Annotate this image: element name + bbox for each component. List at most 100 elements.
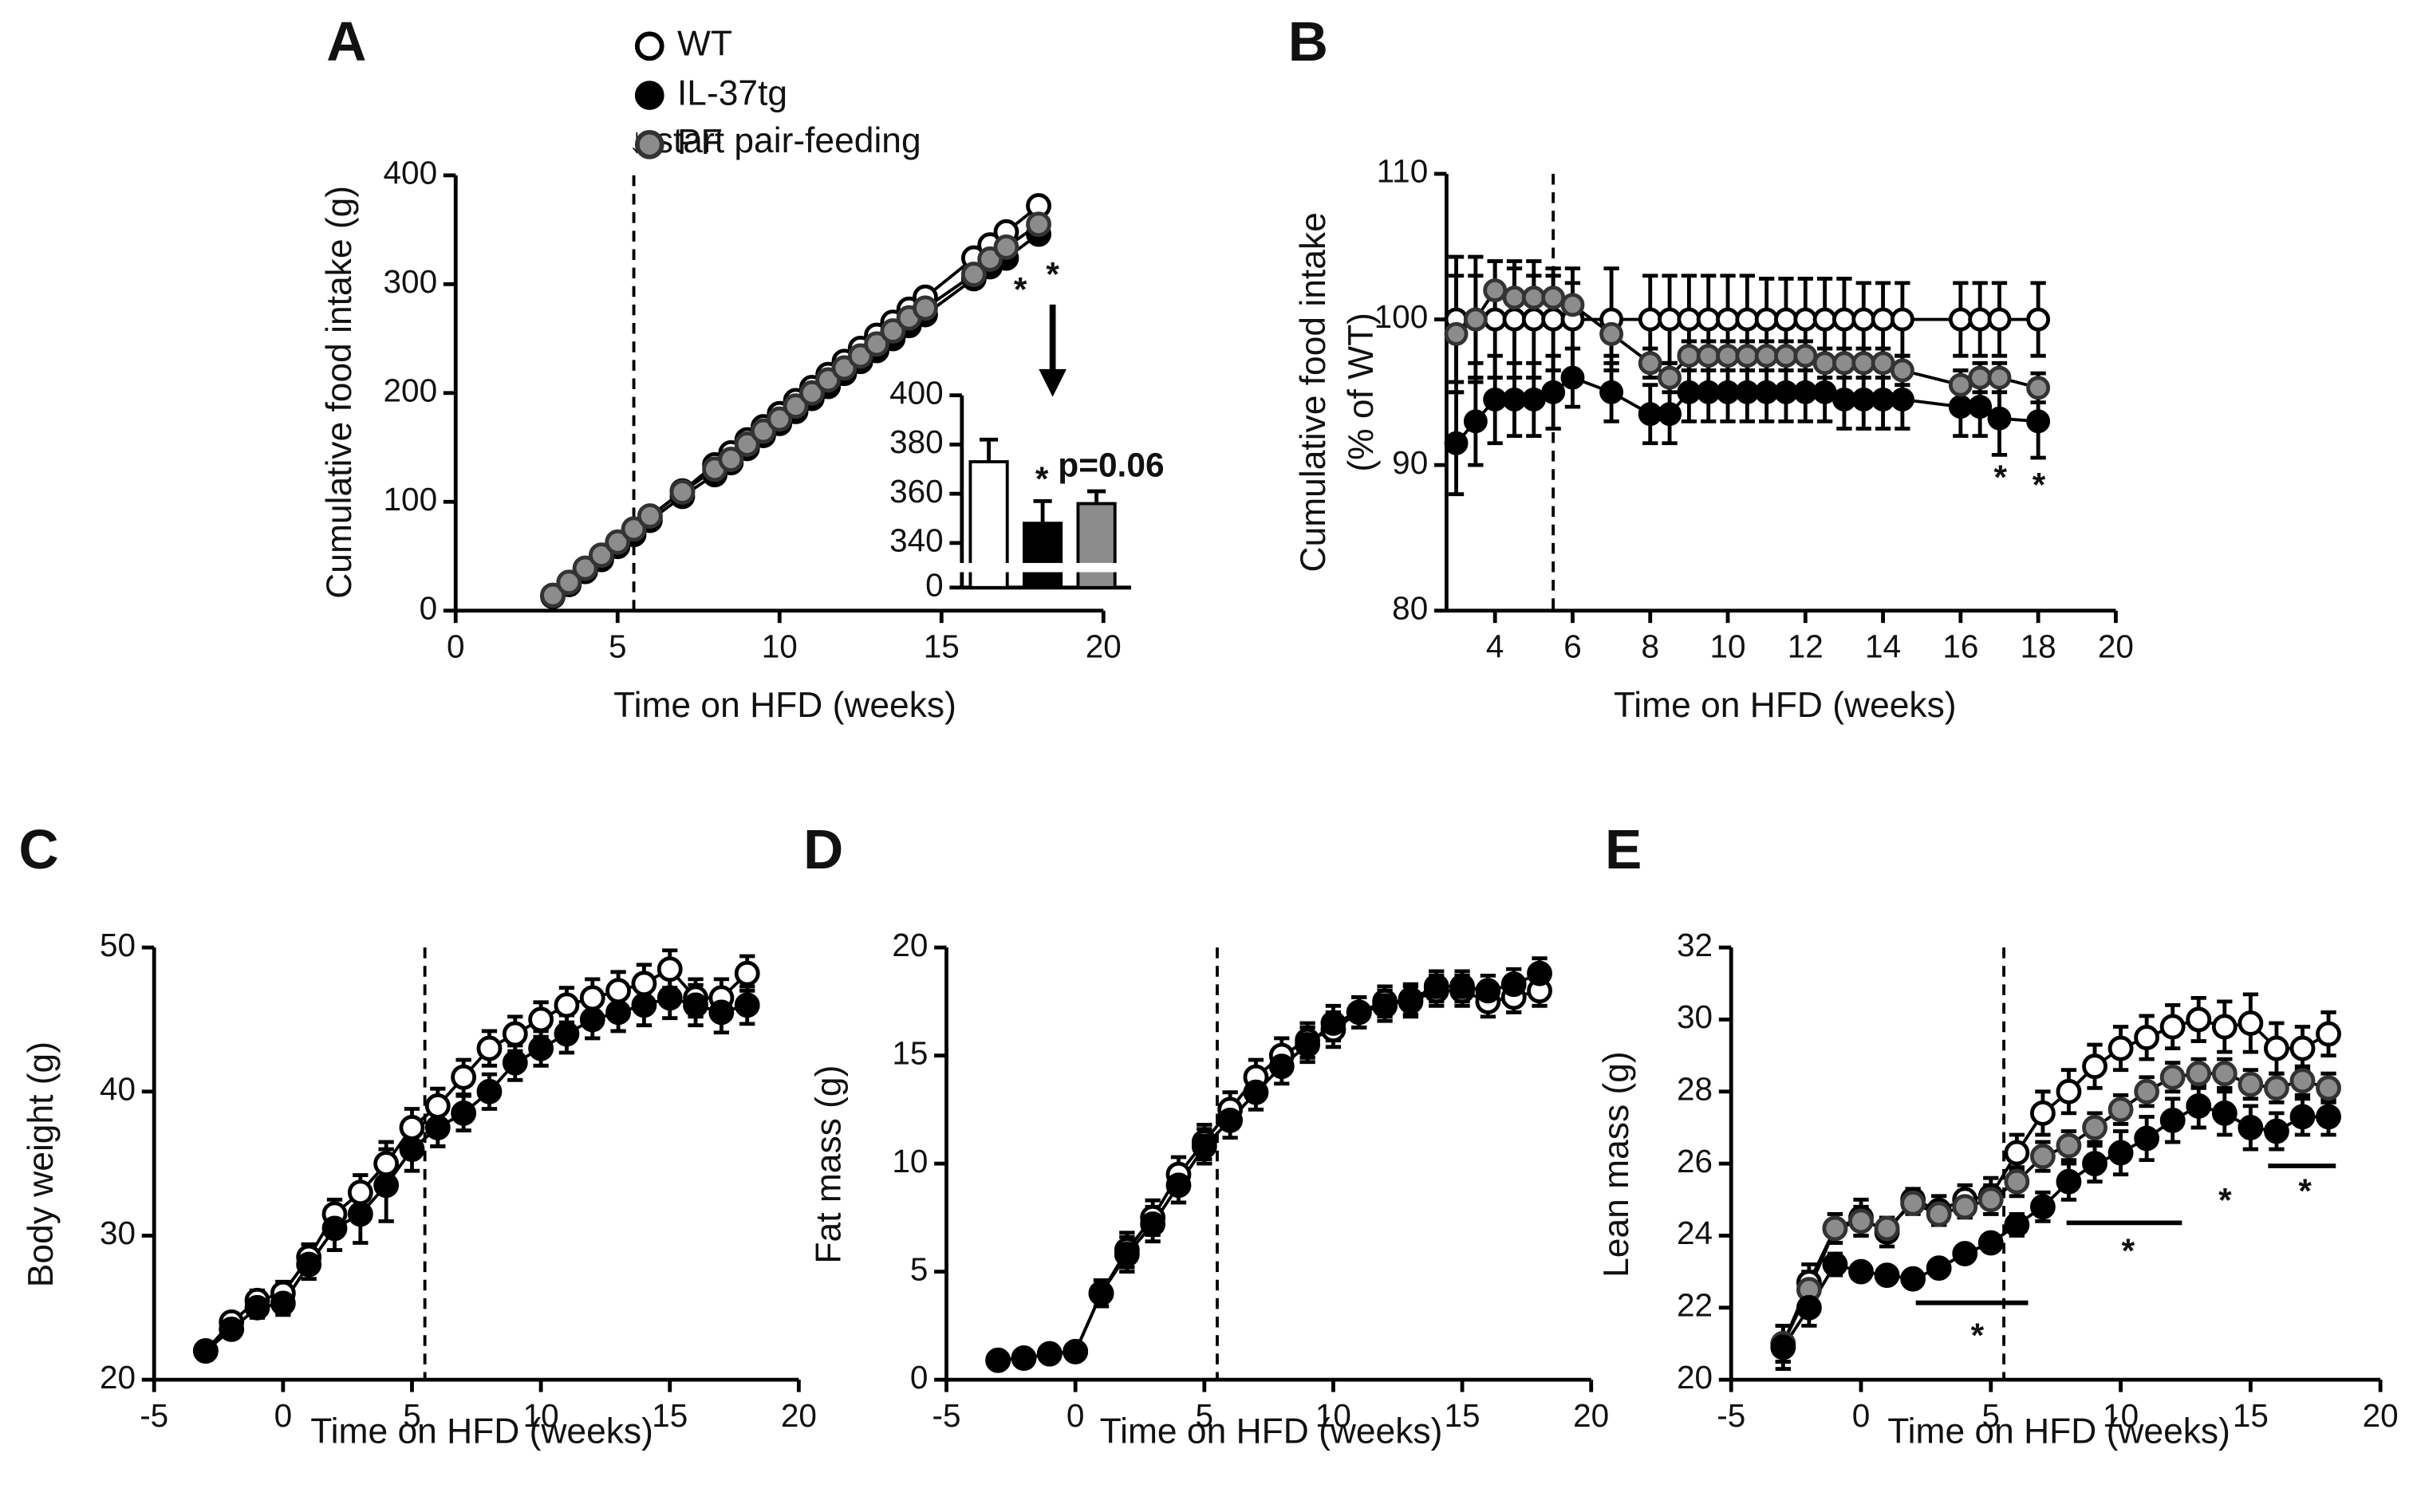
y-tick-label: 50 [100,927,136,963]
x-tick-label: 4 [1486,628,1504,665]
marker [1831,388,1856,411]
marker [1796,1294,1822,1321]
x-axis-label: Time on HFD (weeks) [1887,1412,2230,1451]
marker [1449,974,1475,999]
marker [2107,1035,2134,1061]
x-tick-label: 20 [2363,1397,2399,1434]
marker [1063,1338,1089,1364]
x-tick-label: 20 [1086,628,1122,665]
x-tick-label: -5 [1717,1397,1745,1434]
marker [605,978,631,1004]
x-tick-label: 0 [1852,1397,1871,1434]
marker [783,393,809,419]
y-tick-label: 100 [1374,298,1429,335]
x-tick-label: 10 [1709,628,1745,665]
y-tick-label: 40 [100,1071,136,1108]
marker [1987,406,2012,431]
marker [1812,307,1837,332]
marker [347,1179,373,1206]
marker [2107,1097,2134,1123]
marker [1793,307,1818,332]
marker [1851,307,1876,332]
legend-marker [634,129,664,159]
marker [2030,1100,2056,1126]
marker [913,295,938,321]
marker [1735,307,1760,332]
marker [2056,1078,2082,1104]
marker [631,971,657,997]
x-tick-label: 18 [2021,628,2056,665]
marker [2134,1078,2160,1104]
marker [1502,285,1527,310]
marker [1521,307,1546,332]
marker [2004,1168,2030,1195]
x-tick-label: 10 [2103,1397,2139,1434]
marker [1977,1187,2004,1213]
marker [1716,380,1740,404]
y-axis-label: Lean mass (g) [1597,1051,1636,1278]
marker [347,1201,373,1227]
marker [2316,1021,2341,1047]
marker [2289,1068,2316,1094]
marker [1026,211,1051,238]
marker [1521,285,1546,310]
marker [2211,1100,2238,1126]
marker [2107,1140,2134,1166]
annotation: * [1014,271,1027,309]
marker [1140,1211,1166,1237]
marker [1372,993,1398,1019]
marker [880,318,906,344]
annotation: * [1971,1317,1985,1354]
marker [734,992,760,1018]
marker [1952,1241,1978,1266]
marker [1677,307,1701,332]
marker [2238,1115,2264,1140]
marker [734,960,760,986]
marker [1320,1010,1346,1036]
y-tick-label: 400 [889,374,944,411]
legend-label: PF [677,123,723,162]
marker [2056,1132,2082,1159]
marker [656,985,683,1011]
annotation: p=0.06 [1058,447,1164,484]
marker [2134,1025,2160,1050]
marker [1599,321,1624,346]
marker [1890,307,1914,332]
y-tick-label: 90 [1392,444,1428,481]
x-tick-label: 15 [652,1397,688,1434]
y-tick-label: 200 [384,372,438,409]
marker [424,1115,451,1140]
marker [637,503,663,529]
marker [864,331,889,357]
marker [1952,1194,1978,1220]
y-tick-label: 0 [925,567,944,604]
annotation: * [2218,1182,2232,1219]
marker [1774,380,1798,404]
y-tick-label: 20 [1677,1359,1713,1396]
marker [1822,1215,1848,1242]
marker [621,516,647,542]
marker [1398,986,1424,1013]
marker [718,447,744,472]
marker [1793,380,1818,404]
series-line [998,971,1540,1362]
x-axis-label: Time on HFD (weeks) [1100,1412,1443,1451]
marker [1599,380,1624,404]
annotation: * [1993,459,2007,496]
marker [631,992,657,1018]
marker [296,1251,322,1278]
y-tick-label: 0 [420,589,438,626]
marker [1268,1053,1295,1080]
marker [502,1049,528,1076]
marker [1346,999,1372,1026]
y-tick-label: 360 [889,473,944,510]
marker [1658,402,1682,427]
marker [1423,974,1449,999]
marker [244,1294,270,1321]
bar [1076,502,1117,589]
marker [1754,307,1779,332]
marker [1754,344,1779,368]
y-tick-label: 30 [1677,998,1713,1035]
marker [2030,1144,2056,1170]
